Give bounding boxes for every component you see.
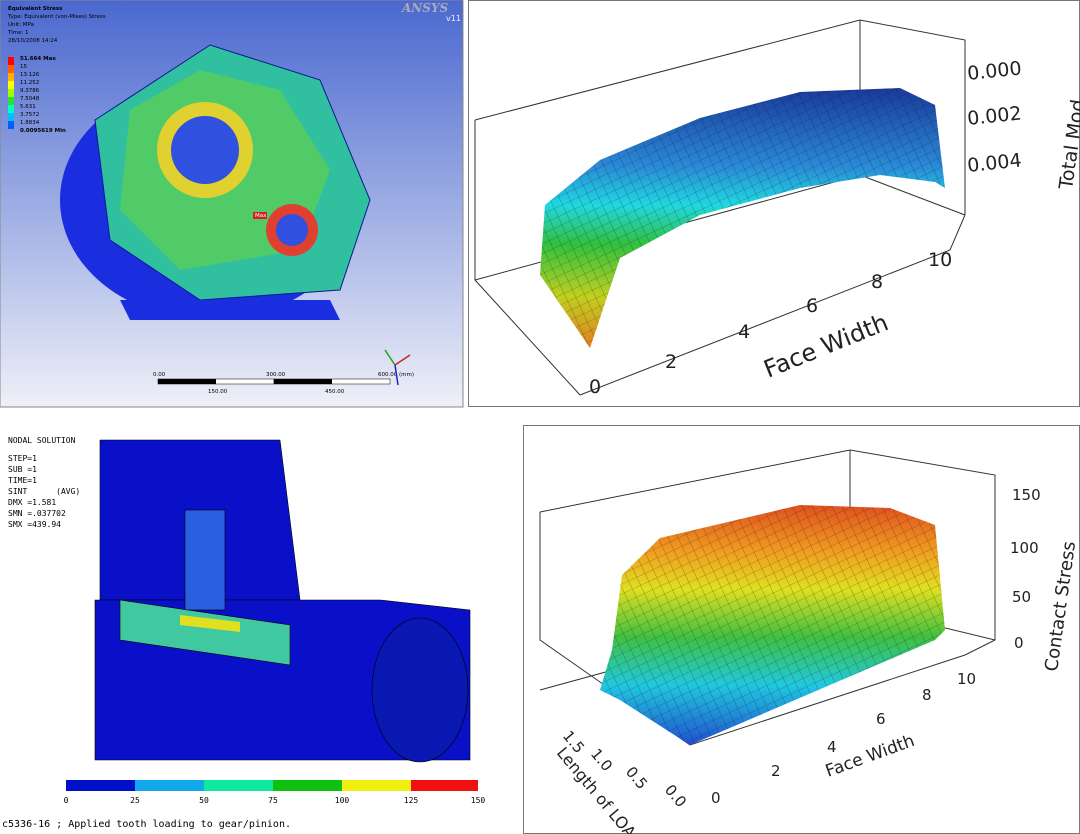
legend-label: 51.664 Max (20, 56, 56, 62)
legend-label: 9.3786 (20, 88, 40, 94)
colorbar-tick: 75 (268, 796, 278, 805)
pinion-shaft (184, 509, 226, 611)
colorbar-tick: 100 (335, 796, 350, 805)
scale-segment (274, 379, 332, 384)
bearing-bore (171, 116, 239, 184)
legend-swatch (8, 97, 14, 105)
contact-panel: 150 100 50 0 Contact Stress 0 2 4 6 8 10… (523, 425, 1080, 834)
colorbar-tick: 25 (130, 796, 140, 805)
colorbar-tick: 125 (404, 796, 419, 805)
axis-triad (384, 349, 411, 386)
legend-label: 1.8834 (20, 120, 40, 126)
legend: 51.664 Max 15 13.126 11.252 9.3786 7.504… (8, 56, 66, 134)
footer: c5336-16 ; Applied tooth loading to gear… (2, 819, 291, 830)
scale-label: 0.00 (153, 372, 166, 378)
gearbox-base (120, 300, 340, 320)
info-line: TIME=1 (8, 476, 37, 485)
x-tick-label: 6 (806, 295, 818, 317)
triad-y (384, 349, 396, 366)
pinion-bore (276, 214, 308, 246)
legend-swatch (8, 65, 14, 73)
housing-end (371, 617, 469, 763)
gear-shaft (119, 599, 291, 666)
colorbar-tick: 150 (471, 796, 486, 805)
colorbar-band (204, 780, 273, 791)
legend-label: 5.631 (20, 104, 36, 110)
legend-label: 15 (20, 64, 27, 70)
x-tick-label: 10 (957, 670, 976, 688)
version: v11 (446, 14, 461, 23)
result-type: Type: Equivalent (von-Mises) Stress (7, 14, 106, 20)
colorbar-band (66, 780, 135, 791)
colorbar-band (411, 780, 478, 791)
legend-label: 11.252 (20, 80, 39, 86)
colorbar-tick: 0 (64, 796, 69, 805)
legend-label: 13.126 (20, 72, 40, 78)
legend-label: 7.5048 (20, 96, 40, 102)
scale-label: 150.00 (208, 389, 228, 395)
result-title: Equivalent Stress (8, 6, 63, 12)
legend-swatch (8, 121, 14, 129)
x-tick-label: 6 (876, 710, 886, 728)
result-date: 28/10/2008 14:24 (8, 38, 58, 44)
legend-swatch (8, 81, 14, 89)
x-tick-label: 2 (771, 762, 781, 780)
brand: ANSYS (401, 1, 449, 15)
surface-mesh (540, 88, 945, 348)
legend-swatch (8, 105, 14, 113)
scale-label: 450.00 (325, 389, 345, 395)
max-tag-box (253, 212, 267, 219)
info-line: SMX =439.94 (8, 520, 61, 529)
x-tick-label: 0 (711, 789, 721, 807)
legend-swatch (8, 89, 14, 97)
nodal-title: NODAL SOLUTION (8, 436, 76, 445)
z-tick-label: 50 (1012, 588, 1031, 606)
x-tick-label: 8 (922, 686, 932, 704)
contact-zone (180, 615, 240, 632)
result-time: Time: 1 (7, 30, 29, 36)
legend-swatch (8, 73, 14, 81)
legend-label: 3.7572 (20, 112, 39, 118)
colorbar (66, 780, 478, 791)
colorbar-band (342, 780, 411, 791)
scale-label: 300.00 (266, 372, 286, 378)
colorbar-band (273, 780, 342, 791)
x-tick-label: 8 (871, 271, 883, 293)
x-tick-label: 10 (928, 249, 952, 271)
surface-mesh (600, 505, 945, 745)
plot-box (474, 19, 966, 396)
x-tick-label: 4 (738, 321, 750, 343)
x-tick-label: 0 (589, 376, 601, 398)
ansys-panel: Max Equivalent Stress Type: Equivalent (… (0, 0, 464, 408)
triad-x (394, 354, 411, 366)
legend-swatch (8, 113, 14, 121)
z-tick-label: 100 (1010, 539, 1039, 557)
scale-segment (158, 379, 216, 384)
nodal-text: NODAL SOLUTION STEP=1 SUB =1 TIME=1 SINT… (2, 436, 485, 830)
legend-label: 0.0095619 Min (20, 128, 66, 134)
info-line: STEP=1 (8, 454, 37, 463)
x-tick-label: 4 (827, 738, 837, 756)
x-tick-label: 2 (665, 351, 677, 373)
legend-swatch (8, 57, 14, 65)
max-tag: Max (255, 213, 267, 219)
modification-panel: 0.000 0.002 0.004 Total Mod 0 2 4 6 8 10… (468, 0, 1080, 407)
nodal-panel: NODAL SOLUTION STEP=1 SUB =1 TIME=1 SINT… (0, 425, 505, 834)
z-tick-label: 150 (1012, 486, 1041, 504)
info-line: DMX =1.581 (8, 498, 56, 507)
info-line: SUB =1 (8, 465, 37, 474)
colorbar-tick: 50 (199, 796, 209, 805)
info-line: SINT (AVG) (8, 487, 80, 496)
info-line: SMN =.037702 (8, 509, 66, 518)
z-tick-label: 0 (1014, 634, 1024, 652)
triad-z (394, 364, 399, 386)
result-unit: Unit: MPa (8, 22, 34, 28)
colorbar-band (135, 780, 204, 791)
